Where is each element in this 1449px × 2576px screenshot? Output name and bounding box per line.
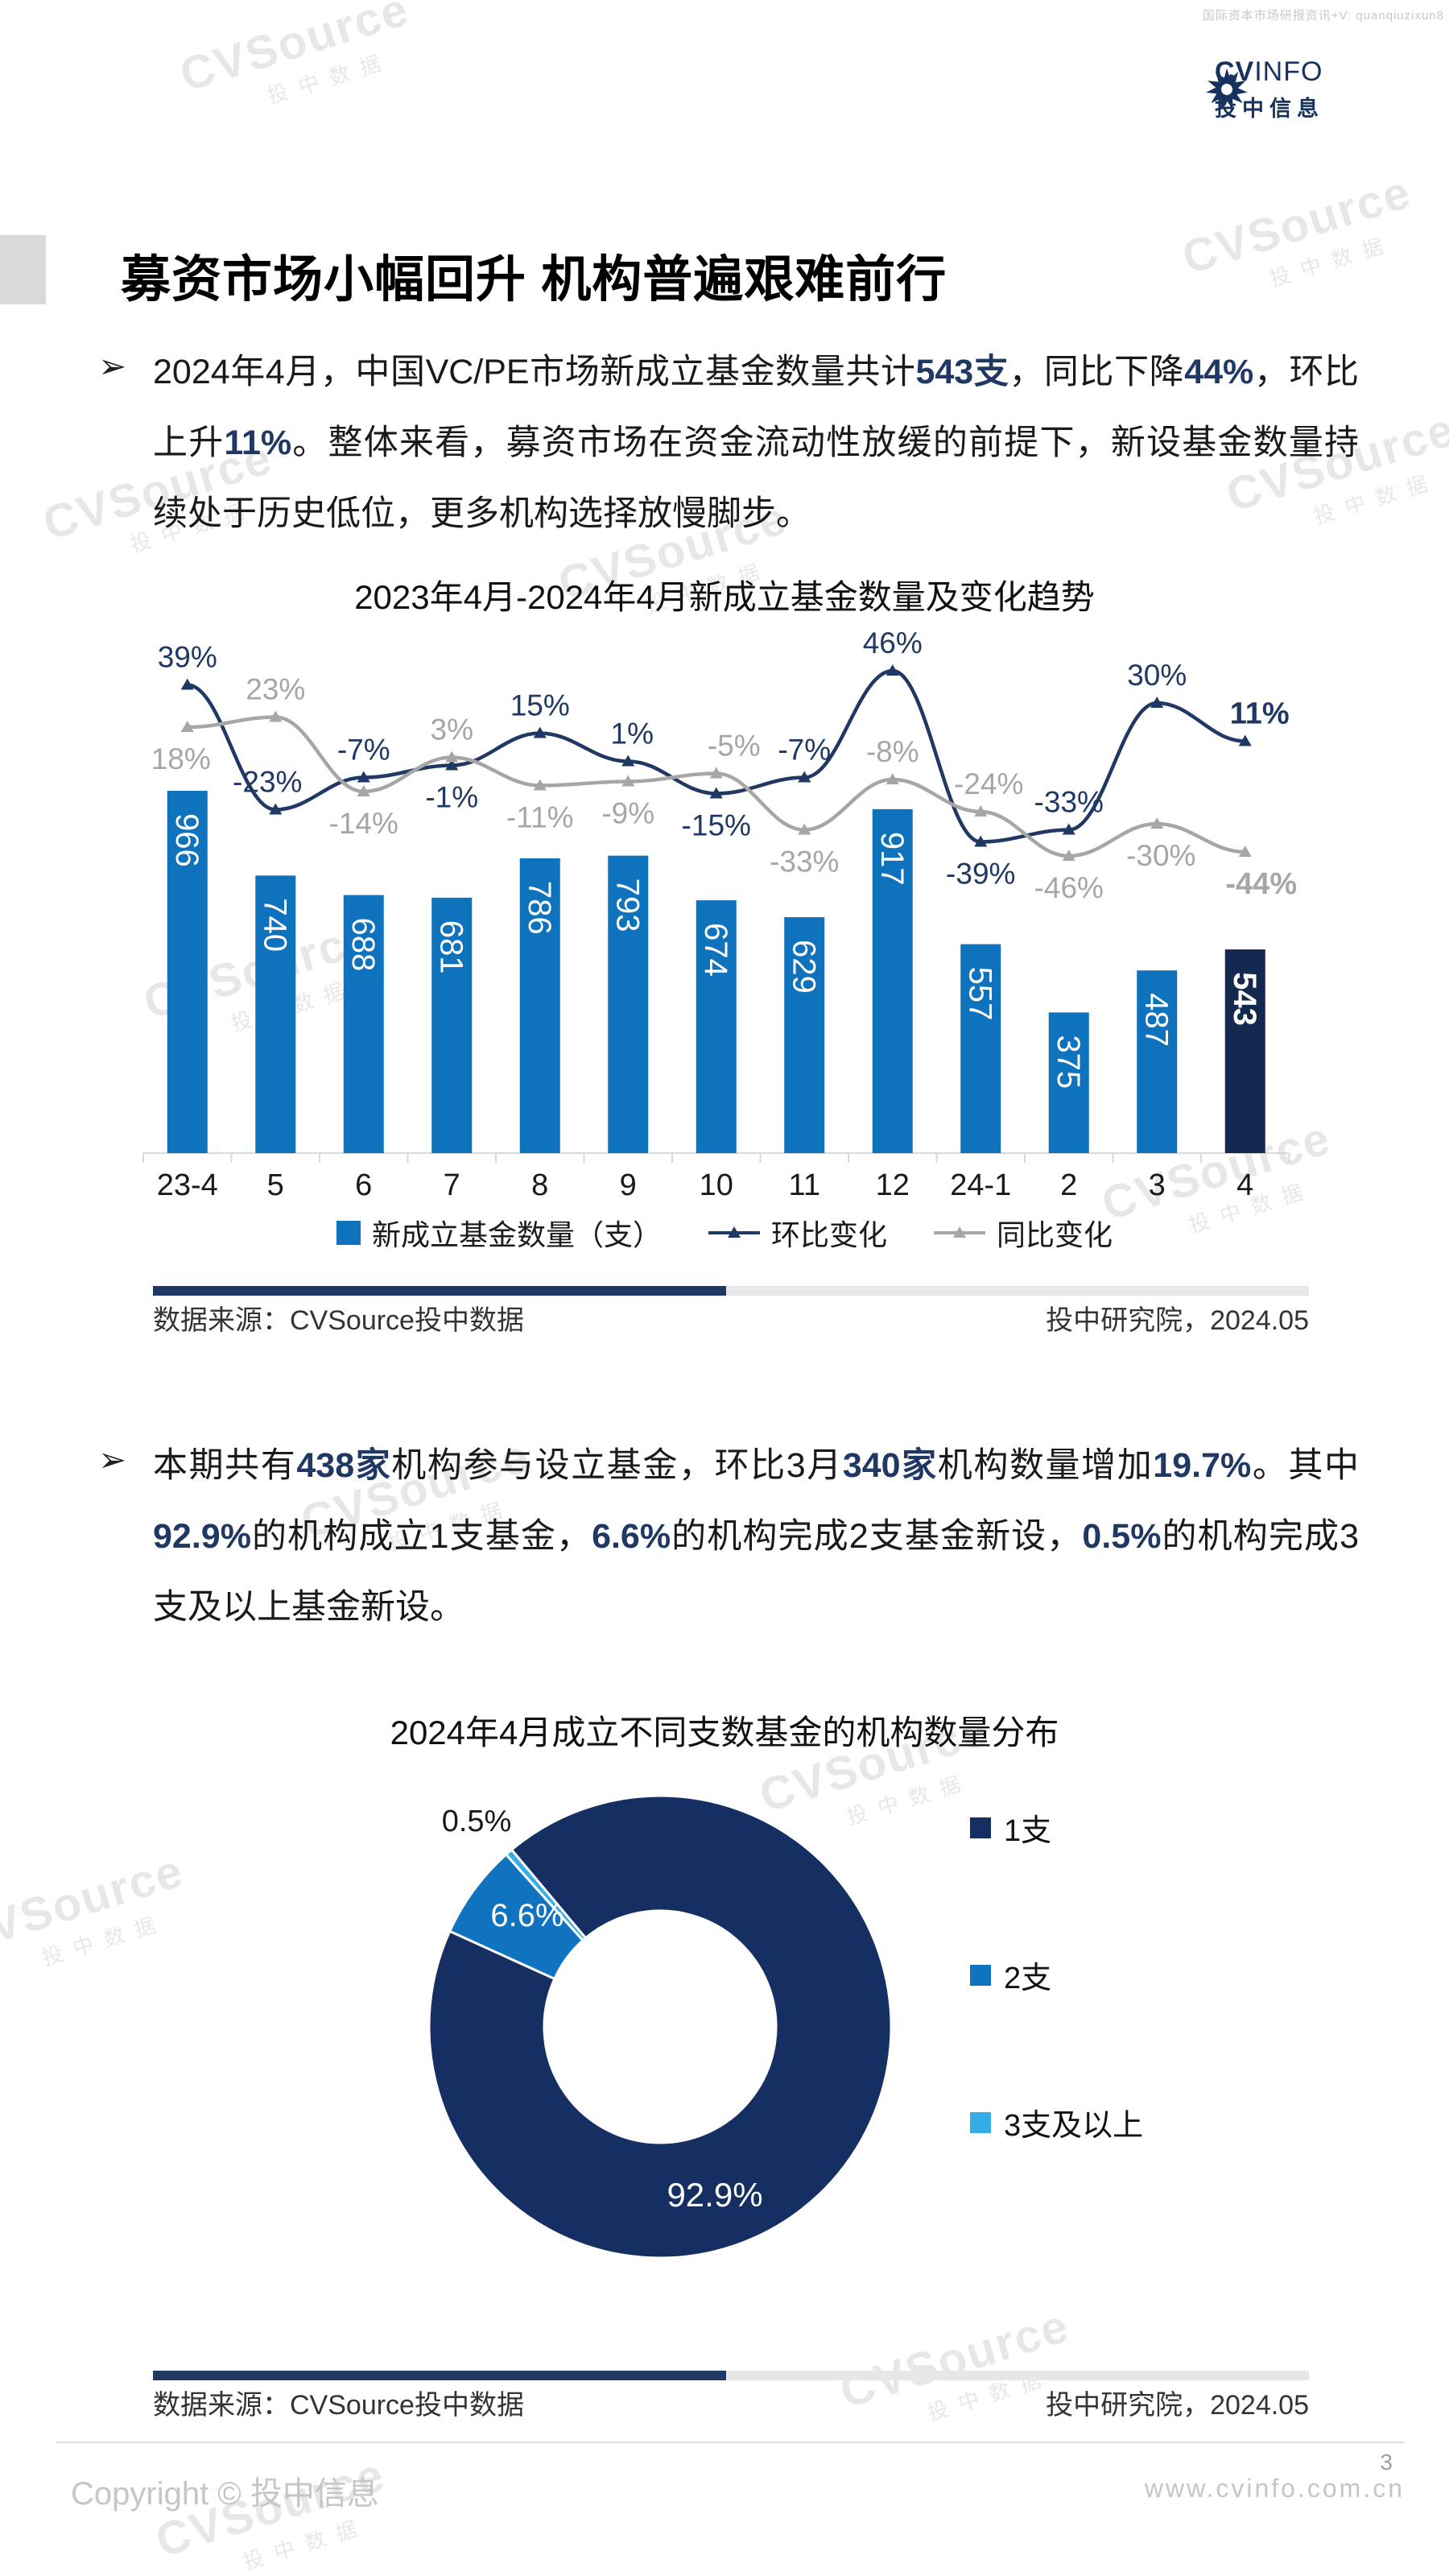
svg-text:6: 6 bbox=[355, 1168, 372, 1202]
bottom-divider bbox=[56, 2442, 1405, 2443]
donut-legend-item-2: 2支 bbox=[970, 1953, 1143, 1997]
svg-text:7: 7 bbox=[444, 1168, 460, 1202]
svg-text:11%: 11% bbox=[1230, 697, 1290, 731]
svg-text:9: 9 bbox=[620, 1168, 637, 1202]
mom-line-legend-icon bbox=[708, 1226, 760, 1238]
svg-text:487: 487 bbox=[1138, 993, 1174, 1047]
svg-text:557: 557 bbox=[962, 967, 997, 1021]
svg-text:10: 10 bbox=[700, 1168, 733, 1202]
paragraph-2: 本期共有438家机构参与设立基金，环比3月340家机构数量增加19.7%。其中9… bbox=[153, 1446, 1360, 1627]
svg-text:917: 917 bbox=[874, 832, 910, 886]
combo-chart-title: 2023年4月-2024年4月新成立基金数量及变化趋势 bbox=[354, 578, 1095, 616]
svg-text:8: 8 bbox=[531, 1168, 548, 1202]
title-accent-bar bbox=[0, 235, 46, 304]
website-url: www.cvinfo.com.cn bbox=[1144, 2474, 1405, 2503]
svg-text:-33%: -33% bbox=[770, 846, 839, 879]
svg-text:3: 3 bbox=[1149, 1168, 1166, 1202]
donut-chart-title: 2024年4月成立不同支数基金的机构数量分布 bbox=[390, 1714, 1059, 1751]
footer-divider bbox=[153, 1286, 1309, 1296]
data-source-label: 数据来源：CVSource投中数据 bbox=[153, 1305, 524, 1336]
copyright-text: Copyright © 投中信息 bbox=[71, 2476, 379, 2512]
svg-text:3%: 3% bbox=[431, 713, 473, 746]
svg-text:681: 681 bbox=[433, 920, 469, 974]
cvinfo-logo: CVINFO 投中信息 bbox=[1203, 56, 1324, 122]
svg-text:6.6%: 6.6% bbox=[490, 1898, 564, 1933]
footer-divider bbox=[153, 2371, 1309, 2380]
svg-text:39%: 39% bbox=[158, 641, 217, 674]
svg-text:4: 4 bbox=[1236, 1168, 1253, 1202]
donut-legend: 1支 2支 3支及以上 bbox=[970, 1805, 1143, 2144]
svg-text:-15%: -15% bbox=[682, 809, 751, 842]
bar-legend-swatch-icon bbox=[336, 1221, 361, 1245]
combo-chart: 966 23-4 740 5 688 6 681 7 786 8 793 9 674 10 629 11 917… bbox=[142, 626, 1297, 1202]
svg-text:-9%: -9% bbox=[601, 797, 654, 830]
bullet-arrow-icon: ➢ bbox=[98, 1441, 127, 1478]
legend-swatch-icon bbox=[970, 1817, 991, 1838]
svg-text:966: 966 bbox=[169, 813, 204, 867]
svg-text:-7%: -7% bbox=[778, 734, 831, 767]
svg-text:92.9%: 92.9% bbox=[667, 2176, 762, 2214]
legend-item-mom: 环比变化 bbox=[708, 1212, 887, 1254]
svg-text:-7%: -7% bbox=[337, 734, 390, 767]
svg-text:629: 629 bbox=[786, 940, 821, 994]
svg-text:-46%: -46% bbox=[1034, 871, 1104, 904]
svg-text:24-1: 24-1 bbox=[950, 1168, 1011, 1202]
combo-chart-legend: 新成立基金数量（支） 环比变化 同比变化 bbox=[80, 1212, 1368, 1254]
data-source-label: 数据来源：CVSource投中数据 bbox=[153, 2390, 524, 2421]
svg-text:30%: 30% bbox=[1127, 659, 1187, 692]
research-org-label: 投中研究院，2024.05 bbox=[1046, 2390, 1309, 2421]
svg-text:-8%: -8% bbox=[866, 735, 919, 768]
svg-text:-11%: -11% bbox=[506, 801, 574, 834]
svg-text:15%: 15% bbox=[510, 689, 570, 722]
svg-text:786: 786 bbox=[522, 881, 557, 935]
source-row-2: 数据来源：CVSource投中数据 投中研究院，2024.05 bbox=[153, 2383, 1309, 2422]
svg-text:2: 2 bbox=[1060, 1168, 1077, 1202]
cvinfo-logo-icon bbox=[1206, 68, 1248, 110]
svg-text:688: 688 bbox=[345, 918, 381, 972]
svg-text:-39%: -39% bbox=[946, 858, 1015, 891]
bullet-arrow-icon: ➢ bbox=[98, 347, 127, 385]
page-title: 募资市场小幅回升 机构普遍艰难前行 bbox=[121, 252, 947, 308]
svg-text:-33%: -33% bbox=[1034, 786, 1104, 819]
svg-text:23-4: 23-4 bbox=[157, 1168, 218, 1202]
svg-text:11: 11 bbox=[789, 1168, 820, 1202]
svg-text:740: 740 bbox=[257, 898, 292, 952]
fineprint-text: 国际资本市场研报资讯+V: quanqiuzixun8 bbox=[1202, 9, 1444, 23]
svg-text:5: 5 bbox=[267, 1168, 284, 1202]
legend-swatch-icon bbox=[970, 1964, 991, 1986]
svg-text:543: 543 bbox=[1227, 972, 1262, 1026]
svg-text:12: 12 bbox=[876, 1168, 910, 1202]
svg-text:18%: 18% bbox=[151, 742, 211, 775]
svg-text:23%: 23% bbox=[246, 673, 305, 706]
svg-text:674: 674 bbox=[698, 923, 733, 977]
paragraph-1: 2024年4月，中国VC/PE市场新成立基金数量共计543支，同比下降44%，环… bbox=[153, 353, 1360, 533]
source-row-1: 数据来源：CVSource投中数据 投中研究院，2024.05 bbox=[153, 1298, 1309, 1338]
yoy-line-legend-icon bbox=[934, 1226, 985, 1238]
research-org-label: 投中研究院，2024.05 bbox=[1046, 1305, 1309, 1336]
donut-legend-item-1: 1支 bbox=[970, 1805, 1143, 1850]
svg-text:-14%: -14% bbox=[329, 807, 398, 840]
svg-text:-24%: -24% bbox=[954, 767, 1023, 800]
svg-text:46%: 46% bbox=[863, 626, 923, 660]
svg-text:0.5%: 0.5% bbox=[442, 1805, 512, 1838]
legend-item-yoy: 同比变化 bbox=[934, 1212, 1113, 1254]
svg-text:-44%: -44% bbox=[1225, 867, 1297, 901]
donut-chart: 92.9% 6.6% 0.5% bbox=[427, 1794, 893, 2260]
donut-legend-item-3: 3支及以上 bbox=[970, 2100, 1143, 2144]
svg-text:1%: 1% bbox=[611, 717, 654, 750]
svg-text:-1%: -1% bbox=[425, 781, 478, 814]
svg-text:793: 793 bbox=[609, 879, 645, 932]
page-number: 3 bbox=[1380, 2450, 1393, 2475]
svg-text:-5%: -5% bbox=[708, 730, 761, 763]
svg-text:375: 375 bbox=[1051, 1035, 1086, 1089]
legend-item-bars: 新成立基金数量（支） bbox=[336, 1212, 662, 1254]
svg-text:-30%: -30% bbox=[1126, 839, 1195, 872]
legend-swatch-icon bbox=[970, 2111, 991, 2133]
logo-wordmark: CVINFO bbox=[1215, 56, 1323, 87]
svg-text:-23%: -23% bbox=[233, 766, 302, 799]
